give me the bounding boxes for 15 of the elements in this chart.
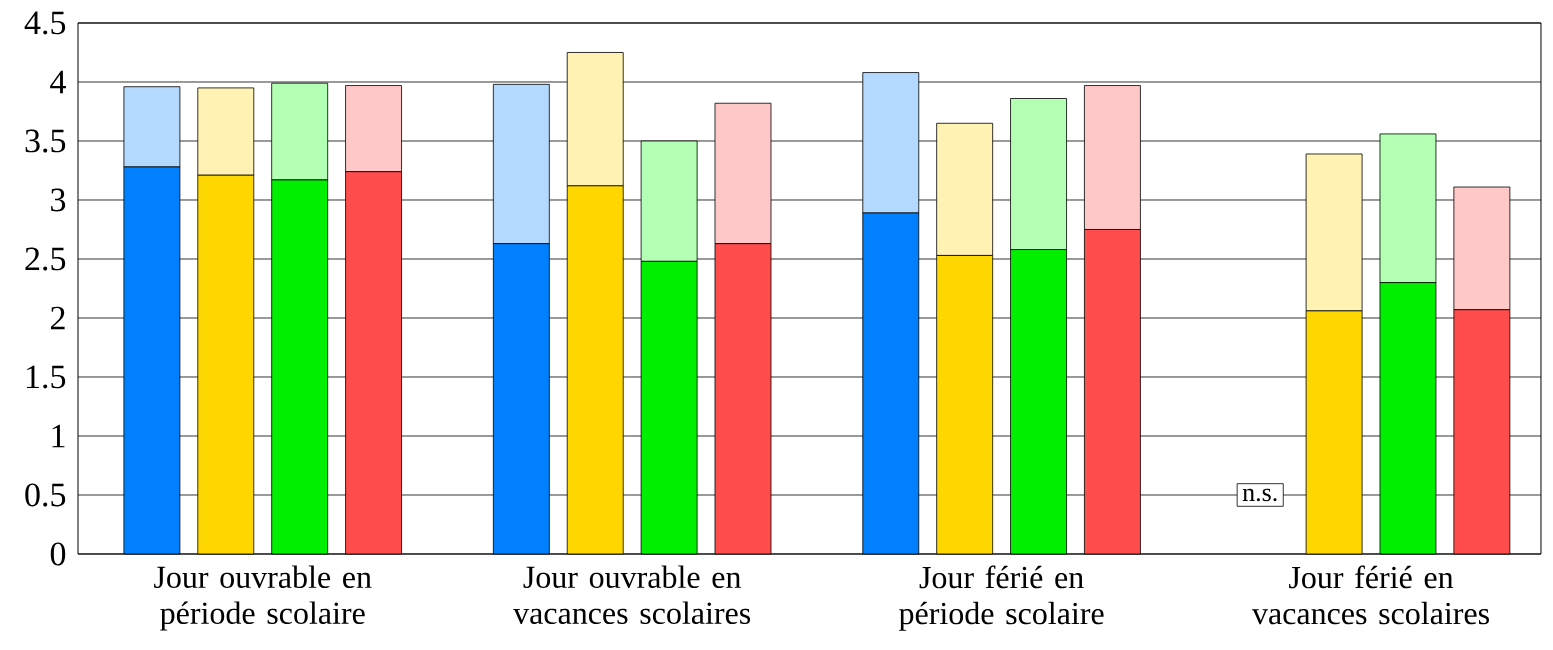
- text: Jour férié en période scolaire: [899, 565, 1104, 631]
- y-tick-label: 0.5: [25, 483, 66, 507]
- text: Jour ouvrable en période scolaire: [154, 565, 372, 631]
- annotation: n.s.: [1242, 488, 1277, 502]
- y-tick-label: 1.5: [26, 365, 66, 389]
- y-tick-label: 2.5: [25, 247, 66, 271]
- text: Jour ouvrable en vacances scolaires: [513, 565, 751, 625]
- y-tick-label: 3.5: [25, 129, 66, 153]
- y-tick-label: 2: [50, 306, 65, 330]
- y-tick-label: 4: [50, 70, 66, 94]
- y-tick-label: 3: [51, 188, 66, 212]
- text: Jour férié en vacances scolaires: [1251, 565, 1489, 625]
- y-tick-label: 4.5: [24, 11, 66, 35]
- y-tick-label: 1: [52, 424, 65, 448]
- y-tick-label: 0: [50, 542, 66, 566]
